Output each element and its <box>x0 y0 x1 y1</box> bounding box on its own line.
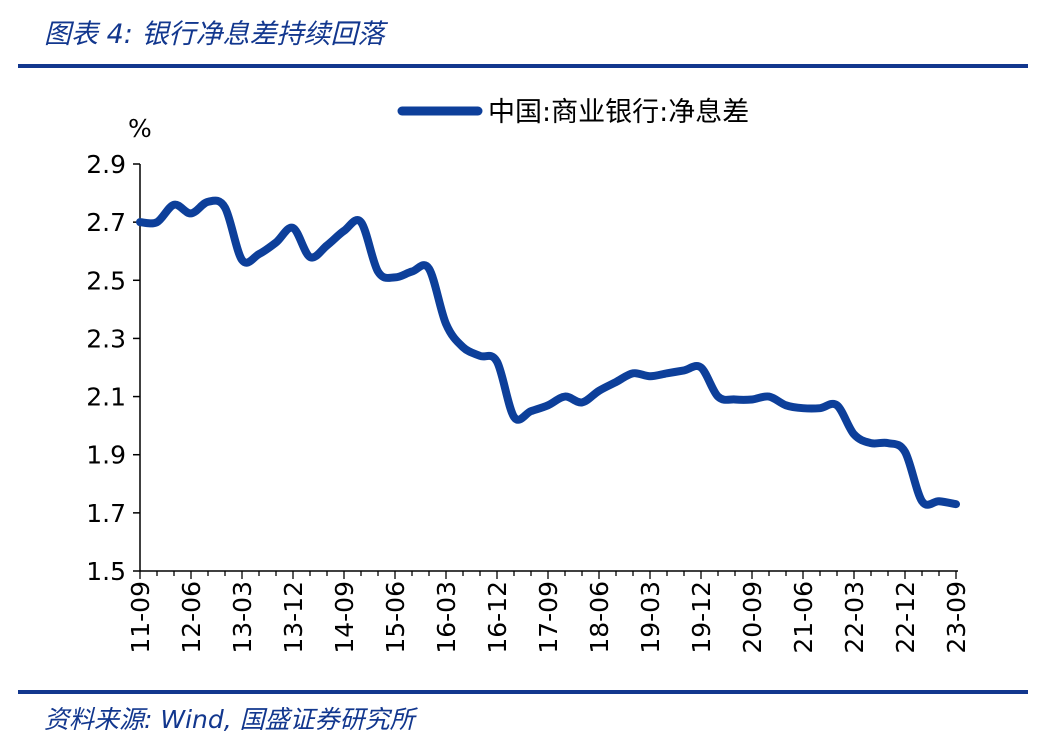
x-tick-label: 18-06 <box>585 581 614 654</box>
y-tick-label: 2.5 <box>86 266 126 295</box>
y-tick-label: 1.5 <box>86 557 126 586</box>
x-axis: 11-09 12-06 13-03 13-12 14-09 15-06 16-03 16-12… <box>126 570 971 654</box>
y-tick-label: 2.3 <box>86 324 126 353</box>
series-line-0 <box>136 196 960 509</box>
x-tick-label: 22-03 <box>840 581 869 654</box>
y-tick-label: 1.7 <box>86 499 126 528</box>
bottom-divider <box>18 690 1028 694</box>
top-divider <box>18 64 1028 68</box>
chart-legend: 中国:商业银行:净息差 <box>397 97 749 128</box>
x-tick-label: 11-09 <box>126 581 155 654</box>
x-tick-label: 16-03 <box>432 581 461 654</box>
x-tick-label: 23-09 <box>942 581 971 654</box>
x-tick-label: 22-12 <box>891 581 920 654</box>
series-layer <box>136 196 960 509</box>
figure-source: 资料来源: Wind, 国盛证券研究所 <box>44 705 415 734</box>
x-tick-label: 12-06 <box>177 581 206 654</box>
x-tick-label: 19-12 <box>687 581 716 654</box>
x-tick-label: 13-03 <box>228 581 257 654</box>
x-tick-label: 19-03 <box>636 581 665 654</box>
line-chart: 中国:商业银行:净息差 % 2.9 2.7 2.5 2.3 2.1 1.9 1.7 1.5 1… <box>86 97 971 654</box>
x-tick-label: 16-12 <box>483 581 512 654</box>
y-axis: 2.9 2.7 2.5 2.3 2.1 1.9 1.7 1.5 <box>86 150 141 586</box>
y-tick-label: 2.1 <box>86 383 126 412</box>
x-tick-label: 14-09 <box>330 581 359 654</box>
y-axis-unit: % <box>128 114 152 143</box>
y-tick-label: 1.9 <box>86 441 126 470</box>
x-tick-label: 20-09 <box>738 581 767 654</box>
y-tick-label: 2.7 <box>86 208 126 237</box>
x-tick-label: 21-06 <box>789 581 818 654</box>
y-tick-label: 2.9 <box>86 150 126 179</box>
x-tick-label: 17-09 <box>534 581 563 654</box>
x-tick-label: 15-06 <box>381 581 410 654</box>
figure-title: 图表 4: 银行净息差持续回落 <box>44 19 385 50</box>
x-tick-label: 13-12 <box>279 581 308 654</box>
legend-label: 中国:商业银行:净息差 <box>488 97 749 128</box>
